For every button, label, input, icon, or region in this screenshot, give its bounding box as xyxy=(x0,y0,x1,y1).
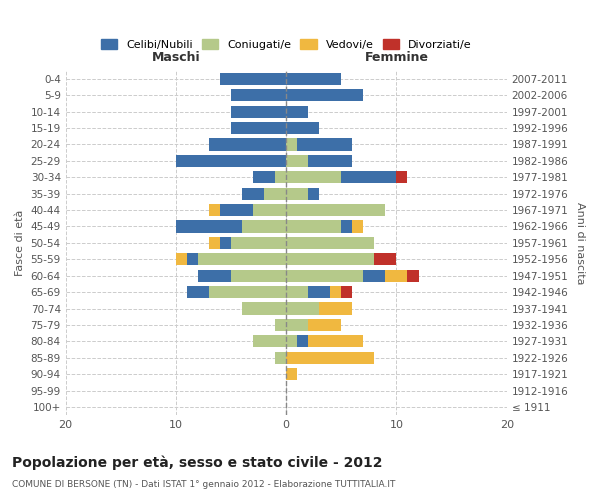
Bar xyxy=(286,106,308,118)
Bar xyxy=(220,236,231,249)
Bar xyxy=(209,286,286,298)
Bar xyxy=(286,72,341,85)
Bar xyxy=(220,72,286,85)
Bar xyxy=(308,335,364,347)
Bar xyxy=(231,236,286,249)
Bar xyxy=(407,270,419,282)
Bar xyxy=(308,188,319,200)
Bar xyxy=(319,302,352,314)
Text: Popolazione per età, sesso e stato civile - 2012: Popolazione per età, sesso e stato civil… xyxy=(12,455,383,469)
Y-axis label: Anni di nascita: Anni di nascita xyxy=(575,202,585,284)
Bar xyxy=(176,220,242,232)
Text: Femmine: Femmine xyxy=(364,51,428,64)
Bar xyxy=(275,352,286,364)
Bar xyxy=(231,122,286,134)
Bar xyxy=(198,270,231,282)
Bar xyxy=(286,352,374,364)
Text: COMUNE DI BERSONE (TN) - Dati ISTAT 1° gennaio 2012 - Elaborazione TUTTITALIA.IT: COMUNE DI BERSONE (TN) - Dati ISTAT 1° g… xyxy=(12,480,395,489)
Bar xyxy=(341,220,352,232)
Bar xyxy=(286,138,297,150)
Bar xyxy=(341,286,352,298)
Bar xyxy=(253,171,275,183)
Bar xyxy=(231,270,286,282)
Bar xyxy=(286,319,308,331)
Bar xyxy=(242,220,286,232)
Bar xyxy=(286,253,374,266)
Legend: Celibi/Nubili, Coniugati/e, Vedovi/e, Divorziati/e: Celibi/Nubili, Coniugati/e, Vedovi/e, Di… xyxy=(96,35,476,54)
Y-axis label: Fasce di età: Fasce di età xyxy=(15,210,25,276)
Bar xyxy=(297,335,308,347)
Bar xyxy=(286,188,308,200)
Bar xyxy=(374,253,397,266)
Bar xyxy=(209,236,220,249)
Bar xyxy=(286,236,374,249)
Bar xyxy=(331,286,341,298)
Bar xyxy=(286,204,385,216)
Text: Maschi: Maschi xyxy=(152,51,200,64)
Bar xyxy=(242,188,264,200)
Bar xyxy=(275,319,286,331)
Bar xyxy=(286,270,364,282)
Bar xyxy=(231,89,286,102)
Bar xyxy=(352,220,364,232)
Bar xyxy=(253,204,286,216)
Bar xyxy=(176,253,187,266)
Bar xyxy=(220,204,253,216)
Bar xyxy=(286,122,319,134)
Bar xyxy=(286,302,319,314)
Bar xyxy=(308,154,352,167)
Bar xyxy=(364,270,385,282)
Bar xyxy=(242,302,286,314)
Bar xyxy=(286,154,308,167)
Bar xyxy=(209,138,286,150)
Bar xyxy=(397,171,407,183)
Bar xyxy=(297,138,352,150)
Bar xyxy=(187,253,198,266)
Bar xyxy=(264,188,286,200)
Bar xyxy=(385,270,407,282)
Bar xyxy=(275,171,286,183)
Bar xyxy=(209,204,220,216)
Bar xyxy=(308,319,341,331)
Bar xyxy=(286,89,364,102)
Bar xyxy=(286,335,297,347)
Bar xyxy=(286,286,308,298)
Bar xyxy=(187,286,209,298)
Bar xyxy=(286,368,297,380)
Bar xyxy=(176,154,286,167)
Bar xyxy=(253,335,286,347)
Bar xyxy=(231,106,286,118)
Bar xyxy=(286,171,341,183)
Bar xyxy=(286,220,341,232)
Bar xyxy=(341,171,397,183)
Bar xyxy=(198,253,286,266)
Bar xyxy=(308,286,331,298)
